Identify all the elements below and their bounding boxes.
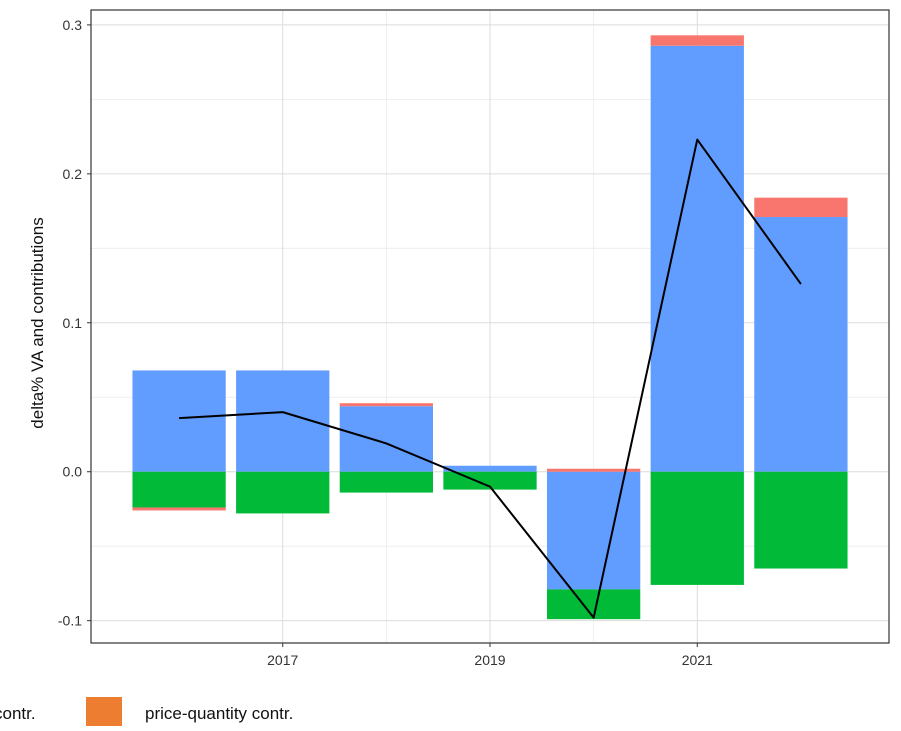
bar-segment-series2 xyxy=(339,471,433,493)
total-line-layer xyxy=(179,138,802,619)
y-tick-label: -0.1 xyxy=(58,613,82,629)
bar-segment-series1 xyxy=(754,217,848,472)
y-tick-label: 0.1 xyxy=(63,315,83,331)
legend-label: contr. xyxy=(0,704,36,723)
bar-segment-series1 xyxy=(443,465,537,472)
bar-segment-series1 xyxy=(339,406,433,472)
legend: contr. price-quantity contr. xyxy=(0,697,293,726)
bar-segment-series3 xyxy=(132,507,226,511)
bar-segment-series2 xyxy=(650,471,744,585)
axes: -0.1 0.0 0.1 0.2 0.3 2017 2019 2021 xyxy=(58,17,713,668)
bar-segment-series3 xyxy=(650,35,744,46)
bar-segment-series3 xyxy=(754,197,848,218)
x-tick-label: 2021 xyxy=(682,652,713,668)
bar-segment-series2 xyxy=(132,471,226,508)
bar-segment-series3 xyxy=(339,403,433,407)
bar-segment-series2 xyxy=(754,471,848,569)
bar-segment-series1 xyxy=(132,370,226,472)
x-tick-label: 2019 xyxy=(474,652,505,668)
bar-segment-series1 xyxy=(547,471,641,590)
y-tick-label: 0.0 xyxy=(63,464,83,480)
bar-segment-series3 xyxy=(547,468,641,472)
x-tick-label: 2017 xyxy=(267,652,298,668)
legend-key xyxy=(86,697,122,726)
y-tick-label: 0.3 xyxy=(63,17,83,33)
total-line xyxy=(179,138,802,619)
bar-segment-series1 xyxy=(650,45,744,472)
legend-label: price-quantity contr. xyxy=(145,704,293,723)
bar-segment-series2 xyxy=(236,471,330,514)
y-tick-label: 0.2 xyxy=(63,166,83,182)
y-axis-title: delta% VA and contributions xyxy=(28,217,47,428)
